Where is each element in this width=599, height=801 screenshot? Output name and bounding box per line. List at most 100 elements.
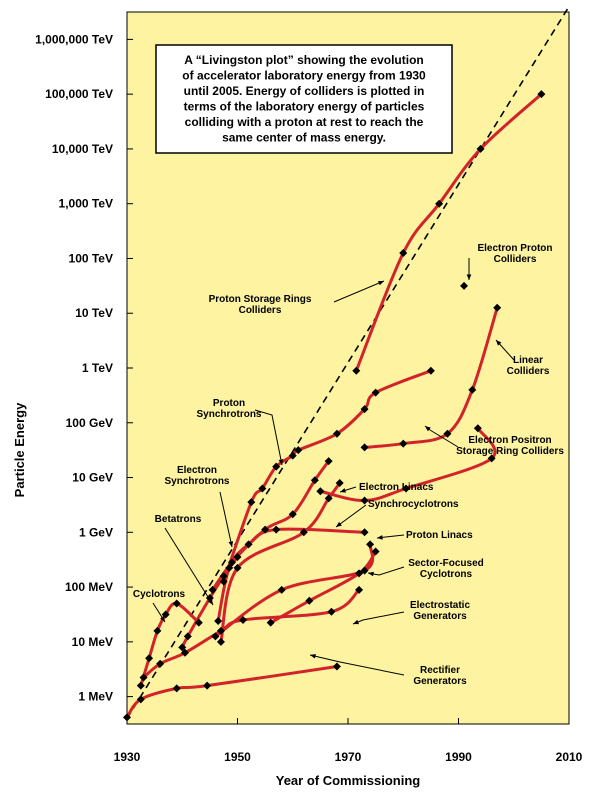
data-point-electron-synchrotrons [310, 476, 319, 485]
y-tick-label: 1 MeV [78, 690, 113, 704]
x-tick-label: 2010 [556, 750, 583, 764]
data-point-rectifier [332, 662, 341, 671]
y-tick-label: 1 TeV [82, 361, 113, 375]
data-point-betatrons [233, 552, 242, 561]
series-label-electron-synchrotrons: Electron [177, 465, 217, 476]
caption-text: A “Livingston plot” showing the evolutio… [182, 53, 426, 145]
data-point-rectifier [203, 681, 212, 690]
pointer-arrowhead-cyclotrons [160, 616, 165, 622]
y-tick-label: 1 GeV [79, 525, 113, 539]
data-point-synchrocyclotrons [360, 528, 369, 537]
pointer-arrowhead-electron-proton [466, 274, 472, 280]
data-point-rectifier [123, 713, 131, 722]
y-tick-label: 100 MeV [65, 580, 113, 594]
pointer-electron-synchrotrons [219, 491, 233, 548]
pointer-rectifier [309, 654, 405, 676]
series-label-proton-storage: Colliders [239, 305, 282, 316]
caption-line: of accelerator laboratory energy from 19… [182, 69, 426, 83]
caption-line: terms of the laboratory energy of partic… [184, 100, 425, 114]
pointer-arrowhead-electron-positron [425, 426, 431, 432]
data-point-electrostatic [239, 615, 248, 624]
data-point-electron-synchrotrons [208, 585, 217, 594]
x-tick-label: 1930 [114, 750, 141, 764]
data-point-electron-linacs [216, 637, 225, 646]
data-point-sector-focused [305, 596, 314, 605]
x-axis-label: Year of Commissioning [276, 773, 421, 788]
data-point-proton-linacs [360, 566, 369, 575]
x-tick-label: 1990 [445, 750, 472, 764]
data-point-electron-positron [473, 424, 482, 433]
data-point-proton-synchrotrons [360, 405, 369, 414]
data-point-electron-synchrotrons [227, 558, 236, 567]
y-tick-label: 10 GeV [72, 471, 113, 485]
y-tick-label: 10,000 TeV [52, 142, 113, 156]
data-point-electron-linacs [335, 479, 344, 488]
data-point-electron-linacs [233, 563, 242, 572]
data-point-electron-positron [360, 496, 369, 505]
series-label-electron-positron: Electron Positron [468, 435, 551, 446]
pointer-arrowhead-electron-linacs [340, 488, 346, 493]
pointer-arrowhead-proton-linacs [377, 535, 383, 540]
data-point-sector-focused [266, 618, 275, 627]
x-tick-label: 1970 [335, 750, 362, 764]
series-label-electrostatic: Generators [413, 611, 467, 622]
data-point-cyclotrons [194, 618, 203, 627]
y-axis-label: Particle Energy [12, 402, 27, 497]
data-point-electrostatic [327, 607, 336, 616]
pointer-arrowhead-sector-focused [368, 571, 374, 577]
data-point-proton-storage [537, 90, 546, 99]
label-pointers [152, 258, 515, 676]
caption-line: colliding with a proton at rest to reach… [185, 115, 424, 129]
data-point-sector-focused [355, 569, 364, 578]
data-point-sector-focused [371, 547, 380, 556]
y-tick-label: 100 GeV [66, 416, 113, 430]
data-point-proton-synchrotrons [426, 366, 435, 375]
data-point-betatrons [219, 572, 228, 581]
y-tick-label: 100 TeV [69, 251, 113, 265]
data-point-proton-synchrotrons [332, 429, 341, 438]
pointer-arrowhead-linear-colliders [496, 340, 502, 346]
series-label-proton-storage: Proton Storage Rings [209, 294, 312, 305]
data-point-electron-positron [487, 454, 496, 463]
data-point-electron-proton [460, 281, 469, 290]
pointer-arrowhead-electron-synchrotrons [228, 541, 234, 547]
series-labels: RectifierGeneratorsElectrostaticGenerato… [133, 243, 564, 687]
pointer-arrowhead-electrostatic [353, 619, 359, 625]
data-point-linear-colliders [443, 429, 452, 438]
pointer-proton-storage [333, 280, 385, 303]
data-point-proton-linacs [277, 585, 286, 594]
data-point-cyclotrons [136, 681, 145, 690]
data-point-rectifier [136, 695, 145, 704]
data-point-proton-storage [352, 366, 361, 375]
series-label-electron-proton: Colliders [494, 254, 537, 265]
caption-line: A “Livingston plot” showing the evolutio… [184, 53, 424, 67]
series-label-proton-linacs: Proton Linacs [406, 530, 473, 541]
series-label-electron-positron: Storage Ring Colliders [456, 446, 564, 457]
data-point-proton-synchrotrons [219, 577, 228, 586]
caption-line: until 2005. Energy of colliders is plott… [184, 84, 425, 98]
data-point-linear-colliders [399, 439, 408, 448]
y-tick-label: 10 TeV [75, 306, 113, 320]
data-point-cyclotrons [172, 599, 181, 608]
series-label-electron-synchrotrons: Synchrotrons [164, 476, 229, 487]
data-point-electron-linacs [324, 494, 333, 503]
pointer-arrowhead-betatrons [208, 599, 213, 605]
data-point-electrostatic [216, 626, 225, 635]
y-tick-label: 1,000,000 TeV [35, 32, 113, 46]
data-point-electrostatic [156, 659, 165, 668]
y-tick-label: 10 MeV [72, 635, 113, 649]
data-point-synchrocyclotrons [214, 617, 223, 626]
data-point-betatrons [183, 632, 192, 641]
series-label-electron-proton: Electron Proton [477, 243, 552, 254]
data-point-linear-colliders [468, 385, 477, 394]
data-point-synchrocyclotrons [244, 540, 253, 549]
pointer-arrowhead-synchrocyclotrons [336, 521, 342, 527]
pointer-arrowhead-proton-storage [378, 280, 384, 286]
data-point-electron-positron [402, 484, 411, 493]
data-point-electrostatic [355, 585, 364, 594]
series-label-cyclotrons: Cyclotrons [133, 589, 186, 600]
data-point-proton-storage [476, 144, 485, 153]
data-point-electrostatic [181, 648, 190, 657]
data-point-electron-synchrotrons [288, 510, 297, 519]
